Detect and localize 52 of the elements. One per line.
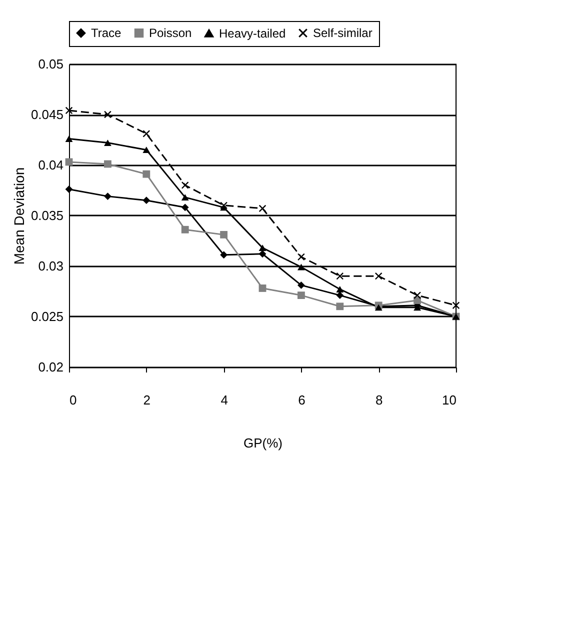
- x-tick-label: 6: [298, 392, 306, 408]
- x-tick-label: 0: [70, 392, 77, 408]
- x-axis-title: GP(%): [244, 436, 282, 450]
- x-tick-label: 10: [442, 392, 456, 408]
- x-tick-label: 8: [375, 392, 383, 408]
- point: [181, 194, 189, 201]
- point: [452, 302, 460, 310]
- point: [220, 230, 228, 238]
- y-tick-label: 0.045: [30, 107, 64, 122]
- point: [336, 272, 344, 280]
- point: [65, 106, 73, 114]
- y-tick-label: 0.02: [38, 360, 64, 374]
- point: [104, 110, 112, 118]
- point: [142, 146, 150, 154]
- point: [258, 204, 266, 212]
- y-tick-label: 0.03: [38, 258, 64, 274]
- point: [297, 292, 305, 299]
- point: [336, 302, 344, 310]
- point: [297, 253, 305, 261]
- x-tick-label: 4: [220, 392, 228, 408]
- point: [104, 192, 112, 200]
- y-tick-label: 0.05: [38, 56, 64, 72]
- point: [297, 281, 305, 289]
- x-tick-label: 2: [143, 392, 151, 408]
- legend-label: Trace: [91, 26, 122, 40]
- y-tick-label: 0.04: [38, 158, 64, 172]
- point: [414, 292, 422, 300]
- point: [336, 292, 344, 299]
- point: [258, 250, 266, 258]
- point: [181, 181, 189, 189]
- point: [142, 196, 150, 204]
- y-axis-title: Mean Deviation: [10, 167, 27, 265]
- legend-label: Self-similar: [313, 26, 372, 40]
- point: [181, 204, 189, 212]
- legend-label: Heavy-tailed: [219, 26, 286, 40]
- point: [104, 160, 112, 168]
- point: [220, 202, 228, 210]
- point: [258, 284, 266, 292]
- point: [374, 272, 382, 280]
- point: [104, 140, 112, 146]
- point: [65, 136, 73, 142]
- point: [142, 170, 150, 178]
- legend-label: Poisson: [149, 26, 192, 40]
- point: [181, 226, 189, 234]
- point: [336, 286, 344, 292]
- point: [297, 264, 305, 270]
- point: [258, 244, 266, 252]
- point: [142, 130, 150, 138]
- point: [220, 251, 228, 259]
- y-tick-label: 0.035: [30, 208, 64, 223]
- y-tick-label: 0.025: [30, 309, 64, 324]
- point: [414, 296, 422, 304]
